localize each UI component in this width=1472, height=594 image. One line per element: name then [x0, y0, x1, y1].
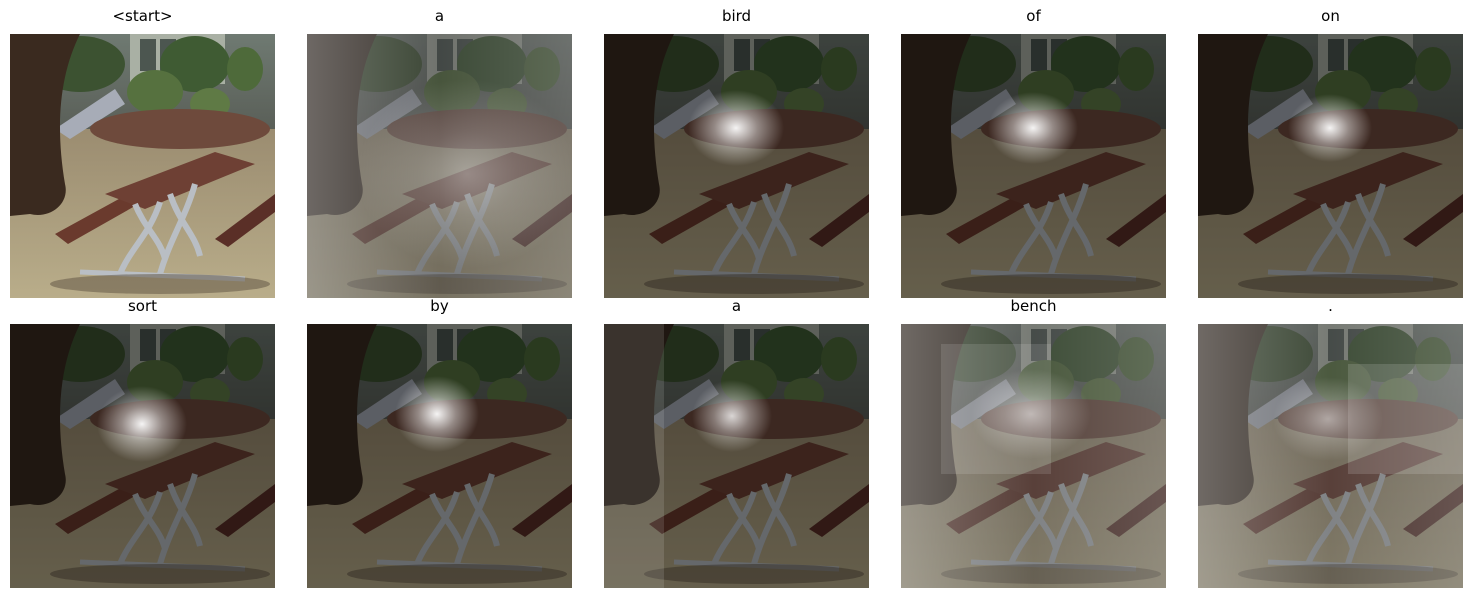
panel-word-label: .	[1328, 297, 1333, 315]
panel-word-label: of	[1026, 7, 1041, 25]
scene-image	[1198, 34, 1463, 298]
panel-word-label: a	[434, 7, 445, 25]
scene-image	[10, 34, 275, 298]
scene-image	[307, 34, 572, 298]
panel-word-label: bench	[1010, 297, 1057, 315]
panel-word-label: on	[1321, 7, 1340, 25]
panel-word-label: <start>	[112, 7, 173, 25]
scene-image	[1198, 324, 1463, 588]
panel-word-label: bird	[721, 7, 752, 25]
scene-image	[901, 324, 1166, 588]
scene-image	[307, 324, 572, 588]
scene-image	[10, 324, 275, 588]
scene-image	[604, 324, 869, 588]
panel-word-label: by	[430, 297, 449, 315]
scene-image	[604, 34, 869, 298]
scene-image	[901, 34, 1166, 298]
panel-word-label: a	[731, 297, 742, 315]
panel-word-label: sort	[127, 297, 158, 315]
